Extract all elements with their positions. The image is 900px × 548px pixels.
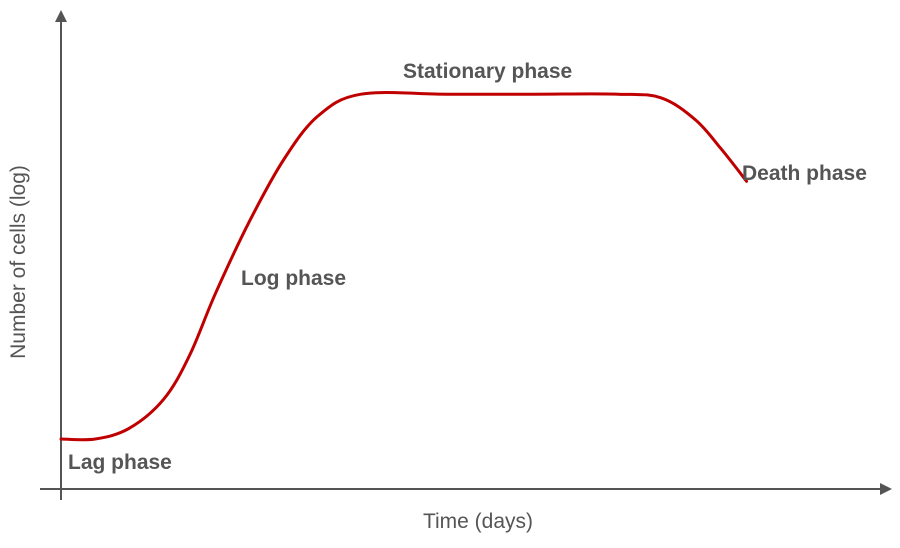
lag-phase-label: Lag phase [68, 451, 172, 474]
stationary-phase-label: Stationary phase [403, 60, 572, 83]
axes [40, 10, 892, 500]
log-phase-label: Log phase [241, 267, 346, 290]
y-axis-title: Number of cells (log) [7, 165, 30, 359]
growth-curve-line [59, 91, 749, 442]
x-axis-arrow [880, 483, 892, 495]
x-axis-title: Time (days) [423, 510, 533, 533]
y-axis-arrow [55, 10, 67, 22]
death-phase-label: Death phase [742, 162, 867, 185]
